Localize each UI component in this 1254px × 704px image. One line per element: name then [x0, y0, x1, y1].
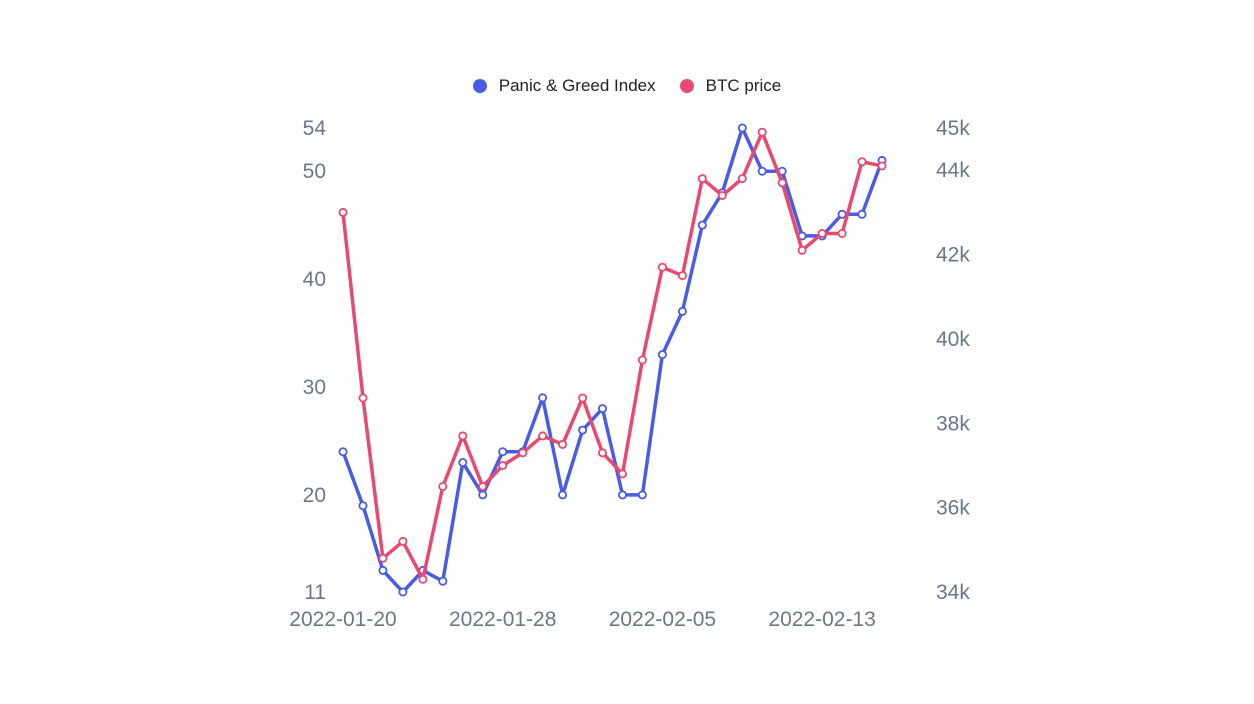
left-axis: 54 50 40 30 20 11 [303, 117, 327, 604]
x-tick-label: 2022-01-28 [449, 608, 556, 631]
y-left-tick-label: 40 [303, 268, 326, 291]
data-point[interactable] [598, 404, 608, 414]
data-point[interactable] [438, 481, 448, 491]
legend-item-btc-price[interactable]: BTC price [679, 76, 782, 96]
data-point[interactable] [657, 262, 667, 272]
legend-item-panic-greed[interactable]: Panic & Greed Index [472, 76, 656, 96]
data-point[interactable] [458, 431, 468, 441]
series-line [341, 130, 884, 582]
data-point[interactable] [817, 228, 827, 238]
data-point[interactable] [677, 306, 687, 316]
data-point[interactable] [378, 553, 388, 563]
data-point[interactable] [398, 536, 408, 546]
data-point[interactable] [837, 209, 847, 219]
x-tick-label: 2022-02-13 [768, 608, 875, 631]
data-point[interactable] [797, 245, 807, 255]
data-point[interactable] [358, 501, 368, 511]
y-right-tick-label: 44k [936, 159, 970, 182]
data-point[interactable] [857, 157, 867, 167]
data-point[interactable] [757, 166, 767, 176]
data-point[interactable] [538, 431, 548, 441]
y-right-tick-label: 34k [936, 581, 970, 604]
series-panic-greed-index [338, 123, 887, 597]
y-right-tick-label: 40k [936, 328, 970, 351]
data-point[interactable] [618, 490, 628, 500]
data-point[interactable] [458, 457, 468, 467]
x-axis: 2022-01-20 2022-01-28 2022-02-05 2022-02-13 [289, 608, 876, 631]
series-layer [338, 123, 887, 597]
data-point[interactable] [338, 207, 348, 217]
data-point[interactable] [637, 490, 647, 500]
y-right-tick-label: 42k [936, 244, 970, 267]
y-left-tick-label: 50 [303, 160, 326, 183]
legend: Panic & Greed Index BTC price [0, 76, 1254, 96]
data-point[interactable] [498, 447, 508, 457]
right-axis: 45k 44k 42k 40k 38k 36k 34k [936, 117, 970, 604]
y-right-tick-label: 36k [936, 497, 970, 520]
x-tick-label: 2022-01-20 [289, 608, 396, 631]
y-left-tick-label: 54 [303, 117, 327, 140]
data-point[interactable] [398, 587, 408, 597]
data-point[interactable] [418, 574, 428, 584]
y-left-tick-label: 30 [303, 376, 326, 399]
legend-label-btc-price: BTC price [705, 76, 782, 95]
data-point[interactable] [677, 271, 687, 281]
data-point[interactable] [338, 447, 348, 457]
data-point[interactable] [478, 481, 488, 491]
y-right-tick-label: 45k [936, 117, 970, 140]
data-point[interactable] [857, 209, 867, 219]
data-point[interactable] [637, 355, 647, 365]
data-point[interactable] [777, 178, 787, 188]
data-point[interactable] [697, 220, 707, 230]
data-point[interactable] [578, 393, 588, 403]
data-point[interactable] [498, 460, 508, 470]
data-point[interactable] [877, 161, 887, 171]
data-point[interactable] [558, 490, 568, 500]
legend-label-panic-greed: Panic & Greed Index [498, 76, 656, 95]
data-point[interactable] [657, 350, 667, 360]
data-point[interactable] [717, 190, 727, 200]
legend-marker-btc-price [679, 79, 694, 93]
data-point[interactable] [358, 393, 368, 403]
series-btc-price [338, 127, 887, 584]
data-point[interactable] [538, 393, 548, 403]
data-point[interactable] [518, 448, 528, 458]
x-tick-label: 2022-02-05 [609, 608, 716, 631]
data-point[interactable] [598, 448, 608, 458]
series-line [341, 126, 884, 594]
data-point[interactable] [618, 469, 628, 479]
data-point[interactable] [757, 127, 767, 137]
data-point[interactable] [737, 123, 747, 133]
legend-marker-panic-greed [472, 79, 487, 93]
data-point[interactable] [378, 565, 388, 575]
data-point[interactable] [578, 425, 588, 435]
y-right-tick-label: 38k [936, 412, 970, 435]
data-point[interactable] [697, 174, 707, 184]
data-point[interactable] [737, 174, 747, 184]
data-point[interactable] [478, 490, 488, 500]
data-point[interactable] [837, 228, 847, 238]
y-left-tick-label: 11 [304, 581, 326, 604]
data-point[interactable] [438, 576, 448, 586]
y-left-tick-label: 20 [303, 484, 326, 507]
data-point[interactable] [558, 439, 568, 449]
